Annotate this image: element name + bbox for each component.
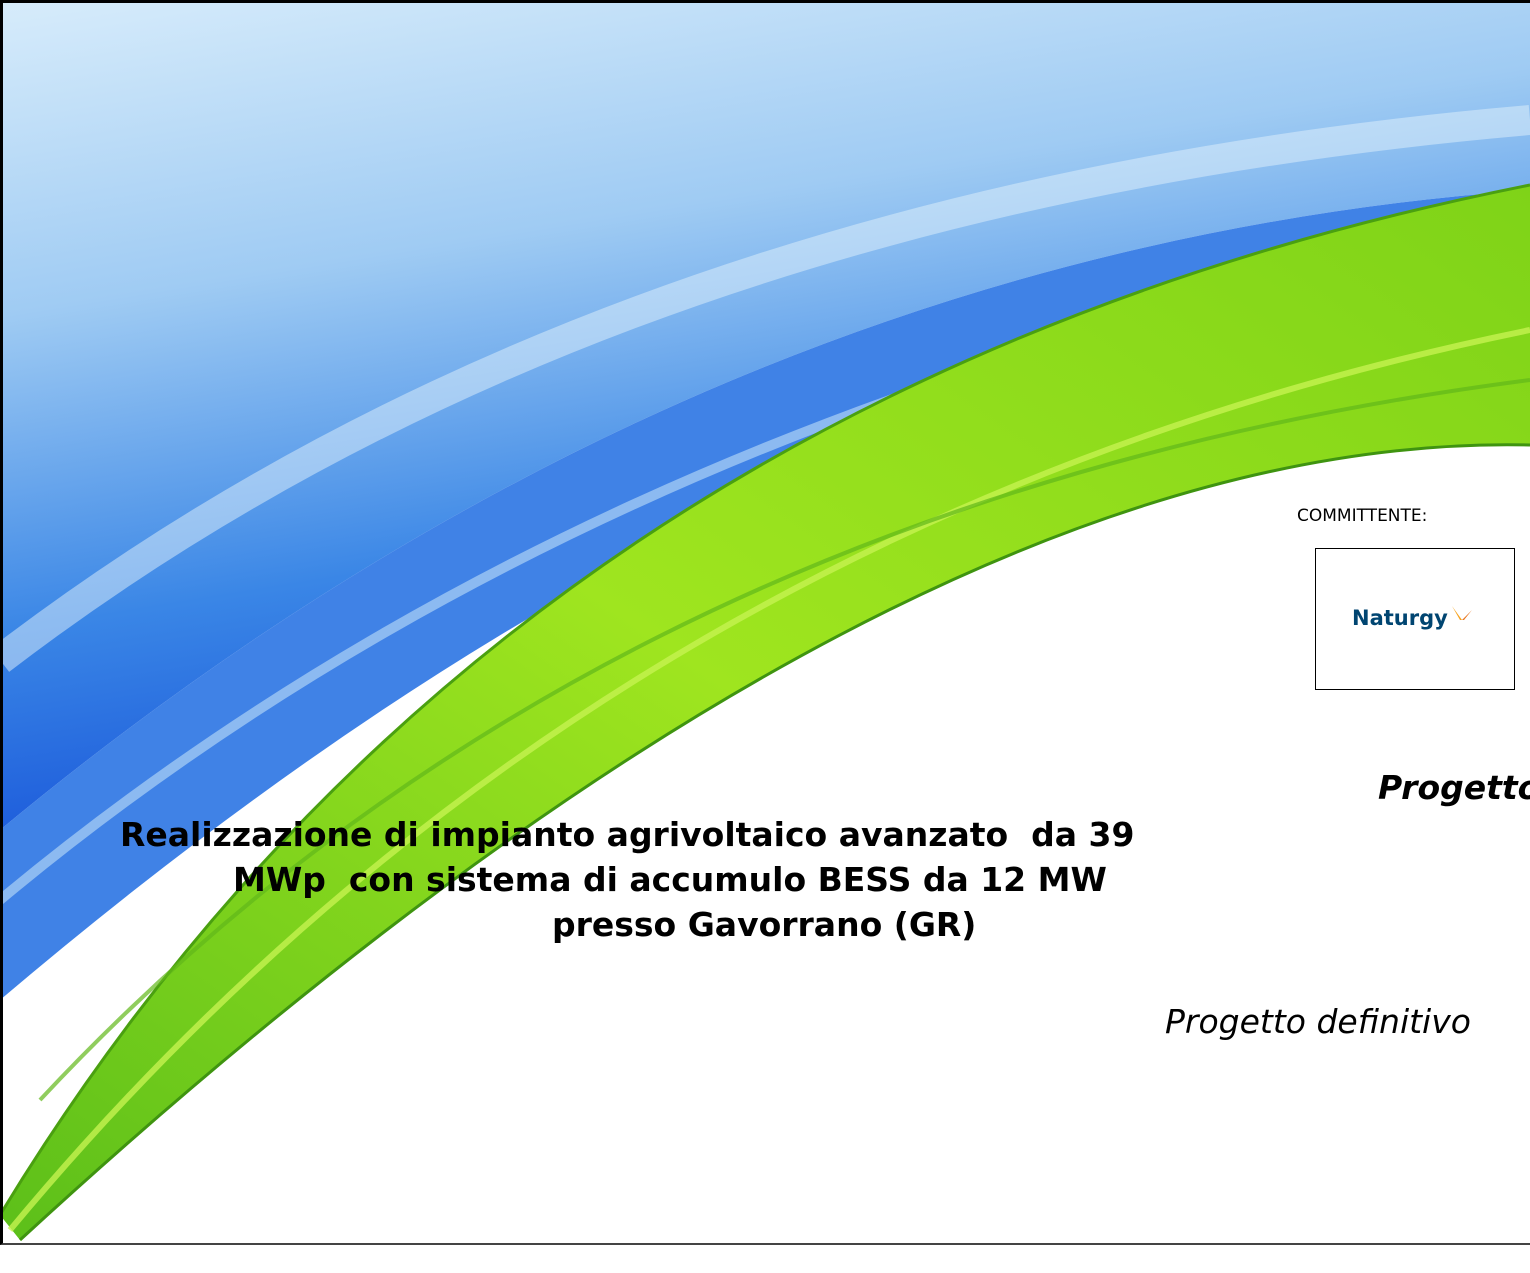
title-line: MWp con sistema di accumulo BESS da 12 M… [233,860,1107,899]
title-heading: Progetto [1378,768,1530,807]
title-line: Realizzazione di impianto agrivoltaico a… [120,815,1135,854]
logo-box: Naturgy [1315,548,1515,690]
logo-icon [1452,606,1472,620]
subtitle: Progetto definitivo [1165,1002,1471,1041]
logo-text: Naturgy [1352,606,1448,630]
page-frame [0,0,1530,1245]
title-line: presso Gavorrano (GR) [552,905,977,944]
committente-label: COMMITTENTE: [1297,506,1428,526]
